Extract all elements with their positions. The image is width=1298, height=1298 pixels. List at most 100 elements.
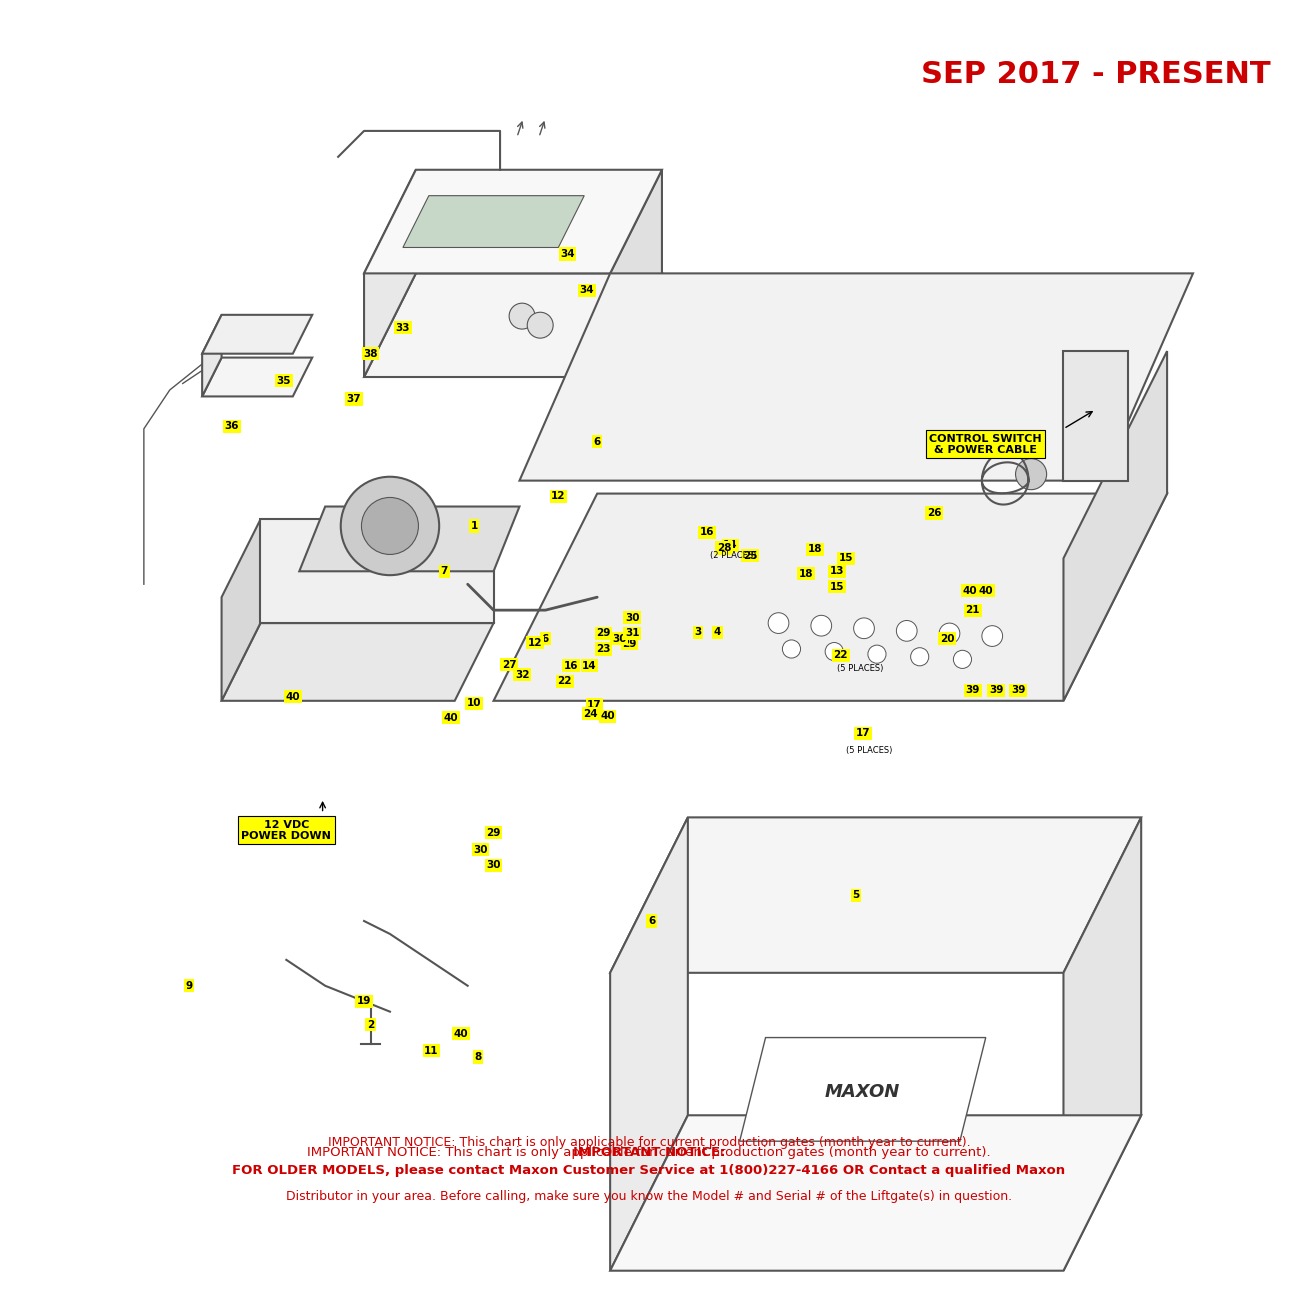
Circle shape [826, 643, 844, 661]
Text: 1: 1 [470, 520, 478, 531]
Polygon shape [261, 519, 493, 623]
Text: 15: 15 [839, 553, 853, 563]
Text: 28: 28 [716, 543, 731, 553]
Circle shape [341, 476, 439, 575]
Text: 32: 32 [515, 670, 530, 680]
Polygon shape [363, 170, 415, 376]
Text: 39: 39 [966, 685, 980, 696]
Text: 38: 38 [363, 349, 378, 358]
Text: 12: 12 [528, 637, 543, 648]
Text: 18: 18 [807, 544, 822, 554]
Text: MAXON: MAXON [826, 1083, 901, 1101]
Text: 34: 34 [579, 286, 594, 295]
Text: 24: 24 [583, 709, 598, 719]
Text: 14: 14 [723, 540, 737, 550]
Polygon shape [519, 274, 1193, 480]
Text: 40: 40 [963, 585, 977, 596]
Text: (2 PLACES): (2 PLACES) [710, 552, 757, 561]
Text: 16: 16 [565, 661, 579, 671]
Text: IMPORTANT NOTICE:: IMPORTANT NOTICE: [572, 1146, 726, 1159]
Text: 37: 37 [347, 395, 361, 404]
Text: 17: 17 [587, 700, 602, 710]
Circle shape [868, 645, 887, 663]
Circle shape [897, 620, 918, 641]
Polygon shape [1063, 350, 1128, 480]
Text: 40: 40 [454, 1029, 469, 1038]
Circle shape [911, 648, 929, 666]
Polygon shape [610, 818, 688, 1271]
Text: 11: 11 [424, 1045, 439, 1055]
Text: 35: 35 [276, 376, 291, 386]
Text: 4: 4 [714, 627, 722, 637]
Text: 6: 6 [593, 436, 601, 447]
Text: 15: 15 [829, 582, 844, 592]
Polygon shape [610, 1115, 1141, 1271]
Circle shape [854, 618, 875, 639]
Text: 20: 20 [940, 633, 954, 644]
Text: 12: 12 [552, 491, 566, 501]
Circle shape [783, 640, 801, 658]
Text: 40: 40 [444, 713, 458, 723]
Text: 25: 25 [742, 550, 757, 561]
Text: 33: 33 [396, 323, 410, 332]
Text: 14: 14 [582, 661, 597, 671]
Text: FOR OLDER MODELS, please contact Maxon Customer Service at 1(800)227-4166 OR Con: FOR OLDER MODELS, please contact Maxon C… [232, 1164, 1066, 1177]
Polygon shape [363, 274, 662, 376]
Text: 40: 40 [286, 692, 300, 702]
Text: (5 PLACES): (5 PLACES) [837, 665, 884, 672]
Polygon shape [610, 818, 1141, 972]
Text: 5: 5 [853, 890, 859, 900]
Circle shape [981, 626, 1002, 646]
Circle shape [1015, 458, 1046, 489]
Text: 30: 30 [624, 613, 640, 623]
Text: 3: 3 [694, 627, 702, 637]
Circle shape [527, 313, 553, 339]
Text: 29: 29 [622, 639, 637, 649]
Text: 9: 9 [186, 981, 193, 990]
Text: 40: 40 [600, 711, 615, 722]
Text: Distributor in your area. Before calling, make sure you know the Model # and Ser: Distributor in your area. Before calling… [286, 1190, 1012, 1203]
Text: 30: 30 [474, 845, 488, 855]
Polygon shape [1063, 350, 1167, 701]
Text: 7: 7 [440, 566, 448, 576]
Polygon shape [402, 196, 584, 248]
Text: (5 PLACES): (5 PLACES) [846, 745, 893, 754]
Polygon shape [202, 357, 313, 396]
Text: 31: 31 [624, 628, 640, 639]
Text: 40: 40 [979, 585, 993, 596]
Text: 30: 30 [487, 861, 501, 870]
Text: SEP 2017 - PRESENT: SEP 2017 - PRESENT [922, 60, 1271, 88]
Text: 17: 17 [855, 728, 870, 739]
Text: 22: 22 [833, 650, 848, 661]
Text: 6: 6 [541, 633, 549, 644]
Text: 10: 10 [467, 698, 482, 709]
Text: 13: 13 [829, 566, 844, 576]
Text: 27: 27 [502, 659, 517, 670]
Text: 19: 19 [357, 997, 371, 1006]
Circle shape [811, 615, 832, 636]
Text: 21: 21 [966, 605, 980, 615]
Circle shape [768, 613, 789, 633]
Polygon shape [740, 1037, 985, 1141]
Polygon shape [222, 623, 493, 701]
Polygon shape [610, 170, 662, 376]
Polygon shape [1063, 818, 1141, 1271]
Text: 22: 22 [558, 676, 572, 687]
Text: 6: 6 [648, 916, 655, 925]
Text: 12 VDC
POWER DOWN: 12 VDC POWER DOWN [241, 819, 331, 841]
Circle shape [953, 650, 971, 668]
Text: 30: 30 [611, 633, 627, 644]
Polygon shape [202, 315, 313, 353]
Text: 26: 26 [927, 508, 941, 518]
Text: 16: 16 [700, 527, 714, 537]
Circle shape [509, 304, 535, 330]
Polygon shape [222, 519, 261, 701]
Polygon shape [300, 506, 519, 571]
Text: 36: 36 [225, 422, 239, 431]
Text: CONTROL SWITCH
& POWER CABLE: CONTROL SWITCH & POWER CABLE [929, 434, 1042, 456]
Text: 39: 39 [989, 685, 1003, 696]
Circle shape [940, 623, 959, 644]
Polygon shape [202, 315, 222, 396]
Text: IMPORTANT NOTICE: This chart is only applicable for current production gates (mo: IMPORTANT NOTICE: This chart is only app… [327, 1136, 971, 1149]
Text: 18: 18 [798, 569, 813, 579]
